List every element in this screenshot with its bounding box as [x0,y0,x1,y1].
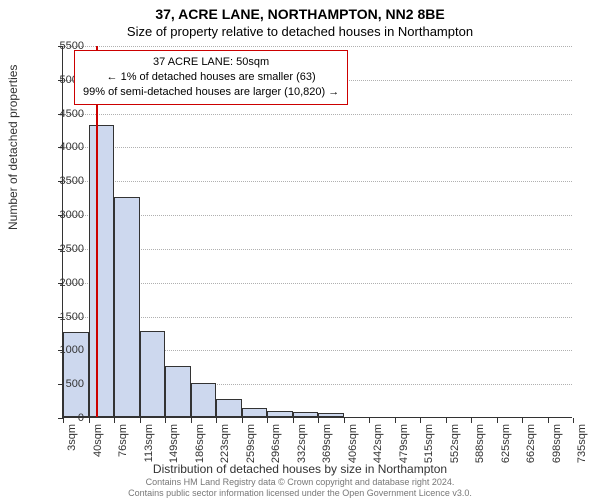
xtick-label: 296sqm [270,424,282,463]
y-axis-label: Number of detached properties [6,65,20,230]
ytick-label: 2500 [44,243,84,255]
xtick-label: 3sqm [66,424,78,451]
gridline [63,147,572,148]
xtick-mark [242,418,243,423]
xtick-label: 76sqm [117,424,129,457]
histogram-bar [89,125,115,417]
histogram-bar [242,408,268,417]
xtick-label: 186sqm [194,424,206,463]
histogram-bar [165,366,191,417]
annotation-line-1: 37 ACRE LANE: 50sqm [83,55,339,70]
histogram-bar [267,411,293,417]
xtick-label: 625sqm [500,424,512,463]
annotation-line-2: ← 1% of detached houses are smaller (63) [83,70,339,85]
xtick-mark [216,418,217,423]
xtick-mark [165,418,166,423]
ytick-label: 1000 [44,344,84,356]
gridline [63,181,572,182]
histogram-bar [293,412,319,417]
ytick-label: 1500 [44,311,84,323]
xtick-label: 735sqm [576,424,588,463]
ytick-label: 3000 [44,209,84,221]
ytick-label: 0 [44,412,84,424]
xtick-mark [267,418,268,423]
xtick-label: 113sqm [143,424,155,462]
ytick-label: 4000 [44,141,84,153]
xtick-mark [89,418,90,423]
histogram-bar [114,197,140,417]
xtick-mark [369,418,370,423]
gridline [63,114,572,115]
xtick-label: 479sqm [398,424,410,463]
histogram-bar [318,413,344,417]
xtick-mark [420,418,421,423]
xtick-mark [114,418,115,423]
xtick-mark [471,418,472,423]
xtick-mark [395,418,396,423]
xtick-mark [497,418,498,423]
annotation-line-3: 99% of semi-detached houses are larger (… [83,85,339,100]
ytick-label: 3500 [44,175,84,187]
histogram-bar [191,383,217,417]
xtick-mark [446,418,447,423]
xtick-mark [573,418,574,423]
xtick-label: 442sqm [372,424,384,463]
annotation-box: 37 ACRE LANE: 50sqm← 1% of detached hous… [74,50,348,105]
xtick-label: 259sqm [245,424,257,463]
xtick-label: 515sqm [423,424,435,463]
xtick-label: 369sqm [321,424,333,463]
xtick-label: 698sqm [551,424,563,463]
xtick-label: 662sqm [525,424,537,463]
xtick-label: 406sqm [347,424,359,463]
xtick-mark [318,418,319,423]
xtick-mark [191,418,192,423]
xtick-mark [140,418,141,423]
xtick-label: 40sqm [92,424,104,457]
footer-line-1: Contains HM Land Registry data © Crown c… [0,477,600,488]
footer-line-2: Contains public sector information licen… [0,488,600,499]
xtick-label: 149sqm [168,424,180,463]
xtick-label: 223sqm [219,424,231,463]
gridline [63,46,572,47]
footer-attribution: Contains HM Land Registry data © Crown c… [0,477,600,499]
xtick-label: 588sqm [474,424,486,463]
xtick-mark [293,418,294,423]
x-axis-label: Distribution of detached houses by size … [0,462,600,476]
xtick-mark [548,418,549,423]
xtick-label: 332sqm [296,424,308,463]
xtick-mark [344,418,345,423]
ytick-label: 4500 [44,108,84,120]
page-title: 37, ACRE LANE, NORTHAMPTON, NN2 8BE [0,0,600,22]
histogram-bar [216,399,242,417]
xtick-mark [522,418,523,423]
ytick-label: 500 [44,378,84,390]
xtick-label: 552sqm [449,424,461,463]
chart-subtitle: Size of property relative to detached ho… [0,22,600,43]
histogram-bar [140,331,166,417]
ytick-label: 2000 [44,277,84,289]
